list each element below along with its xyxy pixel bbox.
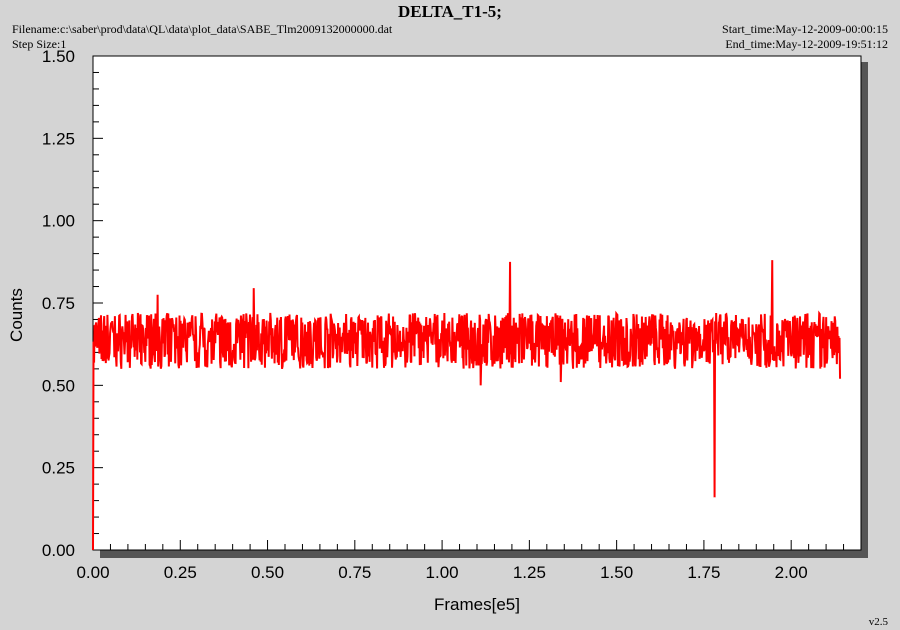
x-tick-label: 1.25: [513, 563, 546, 582]
y-tick-label: 0.75: [42, 294, 75, 313]
series-line-0: [92, 260, 842, 551]
x-tick-label: 1.50: [600, 563, 633, 582]
y-tick-label: 0.25: [42, 459, 75, 478]
x-tick-label: 1.75: [687, 563, 720, 582]
y-axis-label: Counts: [7, 288, 26, 342]
y-tick-label: 0.50: [42, 376, 75, 395]
x-tick-label: 1.00: [426, 563, 459, 582]
x-tick-label: 2.00: [775, 563, 808, 582]
end-time-label: End_time:May-12-2009-19:51:12: [725, 37, 888, 51]
plot-area: [92, 55, 862, 551]
data-series: [92, 260, 842, 551]
x-tick-label: 0.00: [76, 563, 109, 582]
x-tick-label: 0.25: [164, 563, 197, 582]
x-tick-label: 0.75: [338, 563, 371, 582]
chart-title: DELTA_T1-5;: [398, 2, 502, 21]
y-tick-label: 1.00: [42, 212, 75, 231]
filename-label: Filename:c:\saber\prod\data\QL\data\plot…: [12, 22, 393, 36]
x-axis-label: Frames[e5]: [434, 595, 520, 614]
x-tick-label: 0.50: [251, 563, 284, 582]
start-time-label: Start_time:May-12-2009-00:00:15: [722, 22, 888, 36]
y-tick-label: 1.50: [42, 47, 75, 66]
version-label: v2.5: [868, 616, 888, 628]
tick-labels: 0.00 0.25 0.50 0.75 1.00 1.25 1.50 1.75 2.00 0.00…: [42, 47, 808, 582]
y-tick-label: 0.00: [42, 541, 75, 560]
y-tick-label: 1.25: [42, 129, 75, 148]
step-size-label: Step Size:1: [12, 37, 67, 51]
axis-ticks: [92, 55, 845, 551]
